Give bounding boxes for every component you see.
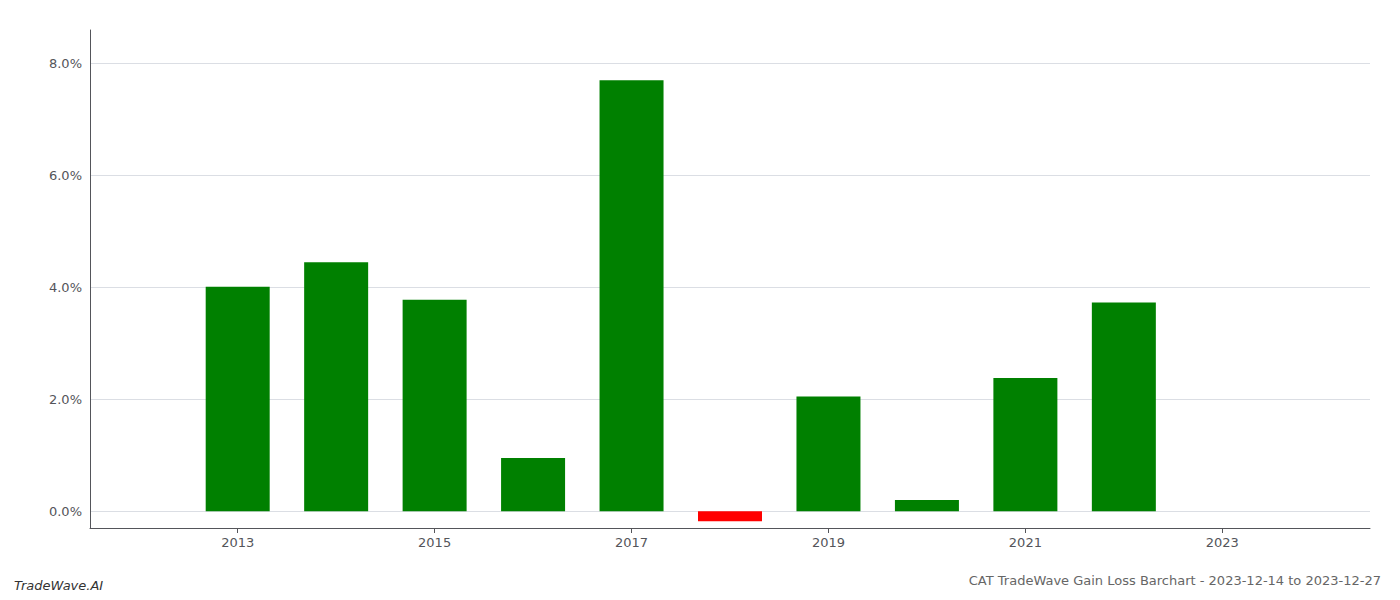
- svg-text:0.0%: 0.0%: [49, 504, 82, 519]
- svg-text:TradeWave.AI: TradeWave.AI: [14, 578, 103, 593]
- svg-text:2.0%: 2.0%: [49, 392, 82, 407]
- svg-text:CAT TradeWave Gain Loss Barcha: CAT TradeWave Gain Loss Barchart - 2023-…: [969, 573, 1381, 588]
- svg-text:8.0%: 8.0%: [49, 56, 82, 71]
- svg-text:6.0%: 6.0%: [49, 168, 82, 183]
- svg-text:2019: 2019: [812, 535, 845, 550]
- svg-text:2013: 2013: [221, 535, 254, 550]
- svg-text:2023: 2023: [1206, 535, 1239, 550]
- svg-text:2021: 2021: [1009, 535, 1042, 550]
- svg-text:4.0%: 4.0%: [49, 280, 82, 295]
- svg-text:2017: 2017: [615, 535, 648, 550]
- svg-text:2015: 2015: [418, 535, 451, 550]
